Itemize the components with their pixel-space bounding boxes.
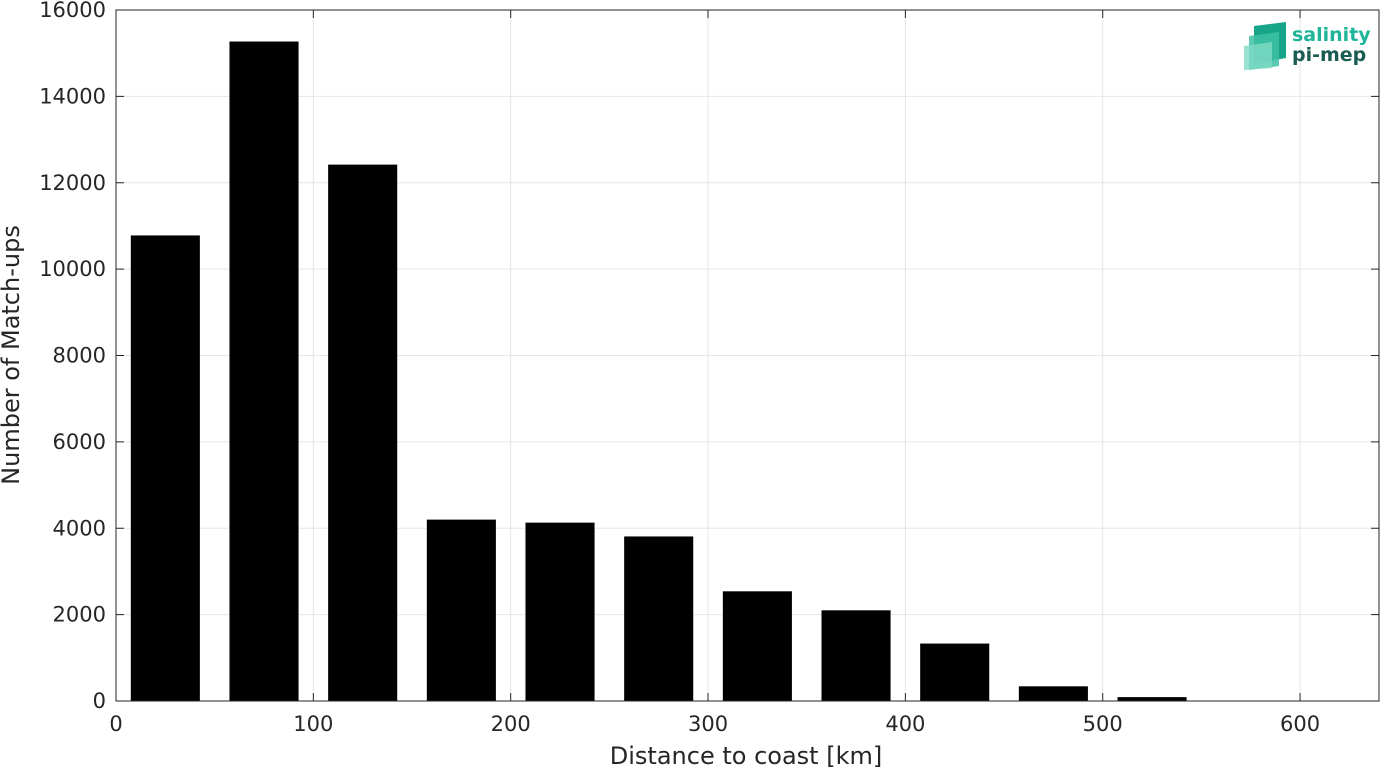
y-tick-label: 8000 xyxy=(53,344,106,368)
x-tick-label: 100 xyxy=(293,712,333,736)
x-tick-label: 0 xyxy=(109,712,122,736)
grid-lines xyxy=(115,9,1379,702)
x-axis-ticks: 0 100 200 300 400 500 600 xyxy=(109,10,1320,736)
x-tick-label: 500 xyxy=(1083,712,1123,736)
bar xyxy=(328,164,398,701)
x-tick-label: 200 xyxy=(491,712,531,736)
x-axis-label: Distance to coast [km] xyxy=(610,742,882,769)
x-tick-label: 600 xyxy=(1280,712,1320,736)
y-tick-label: 2000 xyxy=(53,603,106,627)
y-tick-label: 0 xyxy=(93,689,106,713)
x-tick-label: 400 xyxy=(885,712,925,736)
y-tick-label: 4000 xyxy=(53,516,106,540)
y-axis-label: Number of Match-ups xyxy=(0,225,25,485)
bar xyxy=(821,610,891,701)
bar xyxy=(130,235,200,701)
bar xyxy=(525,522,595,701)
bar xyxy=(624,536,694,701)
logo-text-salinity: salinity xyxy=(1292,24,1371,46)
x-tick-label: 300 xyxy=(688,712,728,736)
y-tick-label: 12000 xyxy=(39,171,106,195)
y-tick-label: 10000 xyxy=(39,257,106,281)
bar xyxy=(722,591,792,701)
bar xyxy=(229,41,299,702)
salinity-pi-mep-logo: salinity pi-mep xyxy=(1244,22,1371,70)
y-tick-label: 16000 xyxy=(39,0,106,22)
y-tick-label: 14000 xyxy=(39,84,106,108)
y-tick-label: 6000 xyxy=(53,430,106,454)
bar xyxy=(426,519,496,701)
bar xyxy=(920,643,990,701)
logo-wave-icon xyxy=(1244,22,1286,70)
y-axis-ticks: 0 2000 4000 6000 8000 10000 12000 14000 16000 xyxy=(39,0,1379,713)
bars xyxy=(130,41,1187,702)
logo-text-pi-mep: pi-mep xyxy=(1292,44,1366,66)
bar xyxy=(1018,686,1088,701)
bar xyxy=(1117,697,1187,701)
